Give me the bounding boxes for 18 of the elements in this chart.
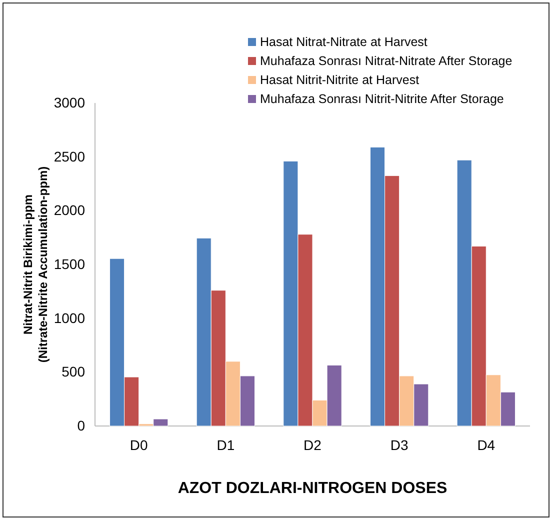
y-tick-label: 2000 — [54, 202, 86, 218]
y-tick-label: 2500 — [54, 148, 86, 164]
legend-label: Hasat Nitrat-Nitrate at Harvest — [260, 35, 428, 49]
legend-label: Muhafaza Sonrası Nitrit-Nitrite After Storage — [260, 92, 504, 106]
legend-label: Muhafaza Sonrası Nitrat-Nitrate After Storage — [260, 54, 512, 68]
x-tick-label: D1 — [216, 436, 235, 453]
y-tick-label: 1500 — [54, 256, 86, 272]
x-axis-title: AZOT DOZLARI-NITROGEN DOSES — [178, 480, 448, 497]
x-tick-label: D0 — [130, 436, 148, 453]
y-tick-label: 1000 — [54, 310, 86, 326]
y-tick-label: 500 — [62, 364, 86, 380]
y-axis-title: Nitrat-Nitrit Birikimi-ppm (Nitrate-Nitrite Accumulation-ppm) — [21, 166, 50, 363]
y-tick-label: 3000 — [54, 94, 86, 110]
x-tick-label: D2 — [304, 436, 322, 453]
legend-label: Hasat Nitrit-Nitrite at Harvest — [260, 73, 420, 87]
x-tick-label: D4 — [477, 436, 496, 453]
y-tick-label: 0 — [77, 417, 86, 434]
x-tick-label: D3 — [390, 436, 408, 453]
